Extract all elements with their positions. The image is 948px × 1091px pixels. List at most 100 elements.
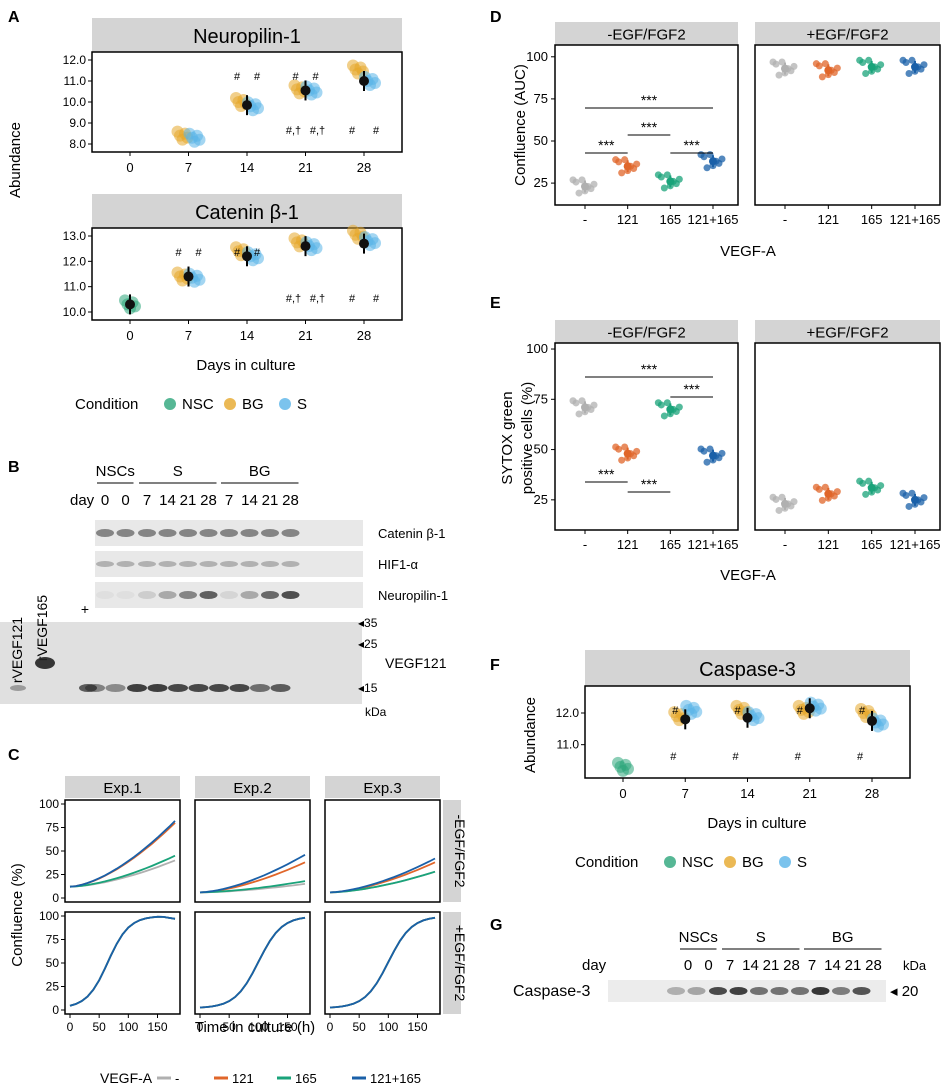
legend-A-title: Condition <box>75 396 138 413</box>
data-point-S <box>690 705 703 718</box>
mean-point <box>623 162 632 171</box>
mean-point <box>359 76 369 86</box>
mean-point <box>581 182 589 191</box>
data-point-S <box>252 102 264 115</box>
mean-point <box>867 483 876 492</box>
y-tick-label: 10.0 <box>63 95 87 109</box>
mean-point <box>183 271 194 282</box>
mean-point <box>781 64 789 73</box>
data-point-S <box>814 702 827 715</box>
blot-strip <box>95 551 363 577</box>
mean-point <box>242 100 252 111</box>
x-tick-label: 0 <box>197 1020 204 1034</box>
x-tick-label: 28 <box>357 328 371 343</box>
blot-band <box>127 684 147 692</box>
annotation-top: # <box>195 247 202 259</box>
blot-day: 7 <box>726 957 734 974</box>
blot-band <box>261 561 279 567</box>
facet-title: +EGF/FGF2 <box>806 325 888 342</box>
blot-band <box>138 529 156 537</box>
blot-day: 0 <box>684 957 692 974</box>
blot-day: 14 <box>159 492 176 509</box>
facet-strip <box>555 22 738 45</box>
x-tick-label: 0 <box>126 328 133 343</box>
blot-marker: ◂15 <box>358 681 378 695</box>
annotation-bottom: # <box>857 751 864 763</box>
series-line-121+165 <box>329 857 436 894</box>
blot-marker: ◂ 20 <box>890 983 918 1000</box>
y-tick-label: 13.0 <box>63 229 87 243</box>
facet-strip <box>325 776 440 798</box>
mean-point <box>125 299 135 310</box>
blot-band <box>158 561 177 567</box>
blot-band <box>270 684 291 692</box>
legend-label: 121 <box>232 1071 254 1086</box>
blot-band <box>220 561 238 567</box>
facet-title: Exp.1 <box>103 780 141 797</box>
data-point <box>621 443 629 451</box>
y-tick-label: 25 <box>534 175 548 190</box>
legend-dot-NSC <box>164 398 176 410</box>
y-tick-label: 11.0 <box>64 280 87 294</box>
y-axis-label: positive cells (%) <box>519 382 536 495</box>
sig-label: *** <box>641 92 658 108</box>
blot-kda: kDa <box>365 705 387 719</box>
mean-point <box>911 62 919 71</box>
data-point <box>657 401 665 409</box>
plot-frame <box>754 342 941 531</box>
blot-group-label: BG <box>832 929 854 946</box>
mean-point <box>804 703 815 714</box>
data-point <box>578 176 586 184</box>
blot-band <box>138 561 156 567</box>
data-point <box>663 171 671 179</box>
y-tick-label: 75 <box>46 933 60 947</box>
blot-day: 7 <box>143 492 151 509</box>
plot-frame <box>584 685 911 779</box>
data-point <box>905 502 913 510</box>
sig-label: *** <box>598 466 615 482</box>
blot-day: 21 <box>763 957 780 974</box>
blot-group-label: S <box>173 463 183 480</box>
blot-band <box>791 987 809 995</box>
blot-day-label: day <box>70 492 95 509</box>
data-point <box>587 185 595 193</box>
data-point <box>587 406 595 414</box>
x-tick-label: 121 <box>617 537 639 552</box>
blot-band <box>667 987 685 995</box>
x-tick-label: - <box>583 537 587 552</box>
y-tick-label: 9.0 <box>69 116 86 130</box>
blot-band <box>750 987 768 995</box>
data-point-NSC <box>622 762 634 775</box>
data-point <box>578 397 586 405</box>
x-tick-label: 50 <box>352 1020 366 1034</box>
mean-point <box>824 489 833 498</box>
mean-point <box>911 495 919 504</box>
mean-point <box>824 66 833 75</box>
blot-band <box>179 591 197 599</box>
blot-band <box>209 684 229 692</box>
x-axis-label: Days in culture <box>707 815 806 832</box>
mean-point <box>742 712 753 723</box>
sig-label: *** <box>641 119 658 135</box>
blot-band <box>229 684 250 692</box>
plot-frame <box>324 911 441 1015</box>
legend-F-title: Condition <box>575 854 638 871</box>
y-axis-label: Confluence (AUC) <box>512 64 529 186</box>
blot-band <box>158 529 177 537</box>
blot-plus: + <box>81 601 89 617</box>
plot-frame <box>194 911 311 1015</box>
blot-day: 14 <box>241 492 258 509</box>
blot-band <box>138 591 156 599</box>
annotation-bottom: # <box>349 293 356 305</box>
data-point <box>663 399 671 407</box>
legend-label: - <box>175 1071 179 1086</box>
blot-group-label: NSCs <box>96 463 135 480</box>
data-point <box>862 490 870 498</box>
series-line-121+165 <box>69 915 176 1007</box>
blot-band <box>220 529 238 537</box>
y-axis-label: Abundance <box>522 697 539 773</box>
x-axis-label: VEGF-A <box>720 567 776 584</box>
data-point <box>905 69 913 77</box>
blot-band <box>687 987 706 995</box>
legend-label-NSC: NSC <box>682 854 714 871</box>
